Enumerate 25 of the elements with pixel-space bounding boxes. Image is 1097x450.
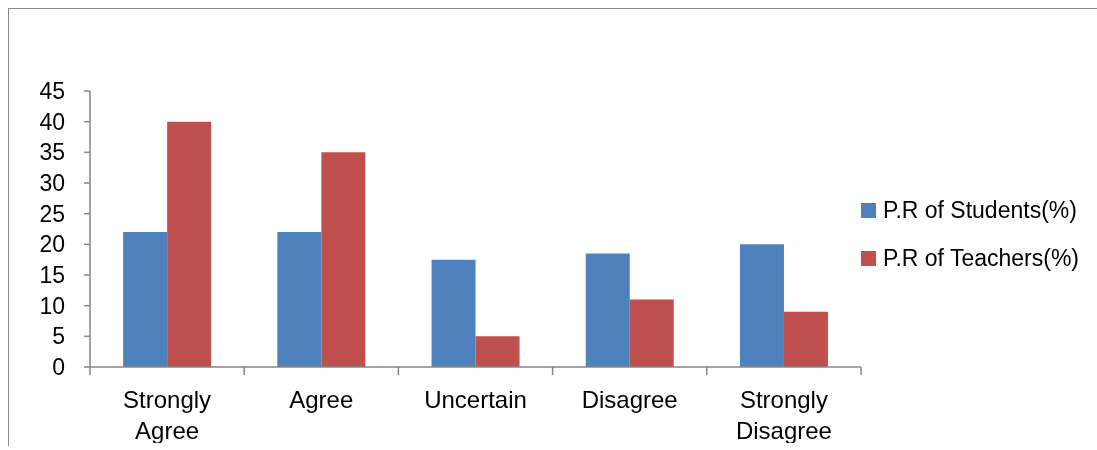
bar: [431, 259, 476, 367]
y-tick-label: 20: [39, 231, 65, 258]
bar: [585, 253, 630, 367]
bar: [475, 336, 520, 367]
y-tick-label: 10: [39, 292, 65, 319]
y-tick-label: 35: [39, 139, 65, 166]
bar: [629, 299, 674, 367]
x-tick-label: Agree: [289, 386, 354, 413]
y-tick-label: 30: [39, 170, 65, 197]
bar: [783, 311, 828, 367]
x-tick-label: Uncertain: [424, 386, 527, 413]
y-tick-label: 0: [52, 354, 65, 381]
bar: [739, 244, 784, 367]
y-tick-label: 5: [52, 323, 65, 350]
y-tick-label: 25: [39, 200, 65, 227]
bar: [321, 152, 366, 367]
legend-label: P.R of Students(%): [883, 196, 1077, 224]
y-tick-label: 40: [39, 108, 65, 135]
bar: [167, 121, 212, 367]
x-tick-label: Disagree: [581, 386, 678, 413]
y-tick-label: 15: [39, 262, 65, 289]
bar: [123, 232, 168, 367]
bar: [277, 232, 322, 367]
legend-label: P.R of Teachers(%): [883, 244, 1080, 272]
y-tick-label: 45: [39, 78, 65, 105]
